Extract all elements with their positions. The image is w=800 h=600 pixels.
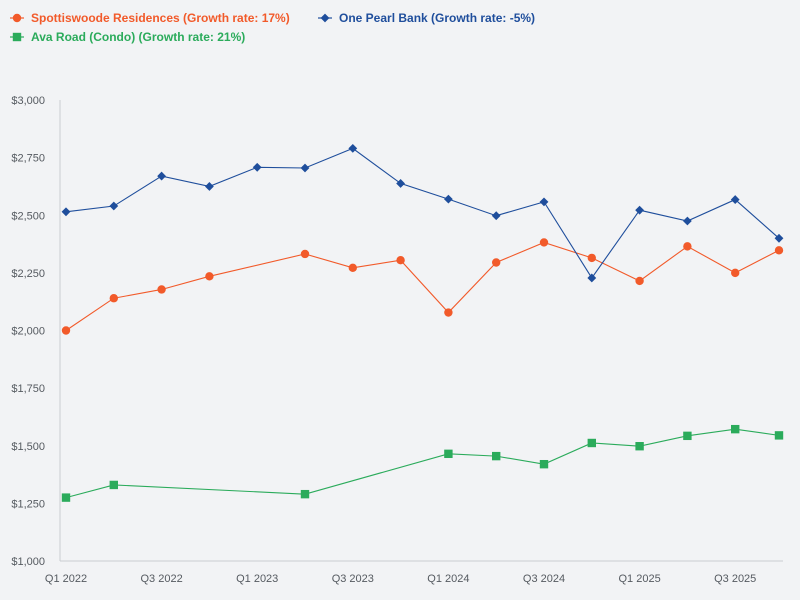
legend-label: Ava Road (Condo) (Growth rate: 21%) — [31, 30, 245, 44]
y-tick-label: $2,000 — [11, 326, 45, 338]
x-tick-label: Q3 2025 — [714, 573, 756, 585]
data-point — [774, 431, 784, 440]
x-tick-label: Q1 2023 — [236, 573, 278, 585]
x-tick-label: Q1 2022 — [45, 573, 87, 585]
data-point — [635, 205, 644, 215]
series-1 — [61, 144, 784, 283]
data-point — [61, 493, 71, 502]
series-0 — [61, 238, 784, 335]
y-tick-label: $1,750 — [11, 383, 45, 395]
data-point — [205, 272, 214, 281]
legend-marker — [12, 13, 22, 23]
series-line — [65, 428, 780, 499]
data-point — [587, 438, 596, 448]
y-tick-label: $2,500 — [11, 210, 45, 222]
data-point — [444, 308, 453, 317]
data-point — [587, 273, 597, 283]
data-point — [300, 489, 310, 499]
legend-item-2[interactable]: Ava Road (Condo) (Growth rate: 21%) — [10, 30, 245, 44]
y-axis: $1,000 $1,250 $1,500 $1,750 $2,000 $2,250 $2,5… — [11, 95, 61, 568]
legend-marker — [320, 13, 330, 23]
data-point — [491, 211, 501, 221]
data-point — [539, 459, 549, 469]
y-tick-label: $1,500 — [11, 441, 45, 453]
legend-label: Spottiswoode Residences (Growth rate: 17… — [31, 11, 290, 25]
y-tick-label: $3,000 — [11, 95, 45, 107]
y-tick-label: $2,250 — [11, 268, 45, 280]
data-point — [396, 255, 405, 265]
data-point — [730, 195, 740, 204]
data-point — [61, 326, 71, 335]
data-point — [683, 216, 692, 226]
data-point — [492, 258, 501, 267]
plot-area — [61, 144, 784, 502]
legend-label: One Pearl Bank (Growth rate: -5%) — [339, 11, 535, 25]
legend-item-1[interactable]: One Pearl Bank (Growth rate: -5%) — [318, 11, 535, 25]
data-point — [300, 249, 310, 259]
data-point — [348, 263, 357, 273]
data-point — [492, 451, 501, 461]
x-tick-label: Q3 2023 — [332, 573, 374, 585]
data-point — [683, 431, 692, 441]
data-point — [774, 233, 784, 243]
y-tick-label: $2,750 — [11, 153, 45, 165]
data-point — [157, 171, 166, 181]
data-point — [252, 162, 262, 172]
data-point — [635, 276, 644, 286]
legend-item-0[interactable]: Spottiswoode Residences (Growth rate: 17… — [10, 11, 290, 25]
data-point — [444, 194, 453, 204]
data-point — [635, 442, 644, 451]
data-point — [683, 242, 692, 251]
data-point — [731, 268, 740, 278]
legend: Spottiswoode Residences (Growth rate: 17… — [10, 11, 535, 44]
y-tick-label: $1,250 — [11, 498, 45, 510]
y-tick-label: $1,000 — [11, 556, 45, 568]
data-point — [539, 238, 549, 247]
x-tick-label: Q1 2025 — [618, 573, 660, 585]
data-point — [109, 294, 119, 303]
series-2 — [61, 424, 784, 502]
x-tick-label: Q1 2024 — [427, 573, 469, 585]
data-point — [61, 207, 71, 217]
data-point — [587, 253, 596, 263]
data-point — [731, 424, 740, 434]
x-tick-label: Q3 2024 — [523, 573, 565, 585]
data-point — [444, 449, 453, 459]
series-line — [65, 147, 780, 279]
data-point — [205, 182, 214, 191]
data-point — [157, 285, 166, 294]
data-point — [300, 163, 310, 173]
data-point — [396, 179, 405, 188]
data-point — [109, 201, 119, 211]
legend-marker — [12, 32, 22, 42]
data-point — [348, 144, 358, 153]
data-point — [109, 480, 118, 490]
x-tick-label: Q3 2022 — [140, 573, 182, 585]
series-line — [65, 241, 780, 331]
data-point — [539, 197, 549, 207]
x-axis: Q1 2022 Q3 2022 Q1 2023 Q3 2023 Q1 2024 Q3 20… — [45, 560, 783, 585]
data-point — [774, 246, 784, 255]
